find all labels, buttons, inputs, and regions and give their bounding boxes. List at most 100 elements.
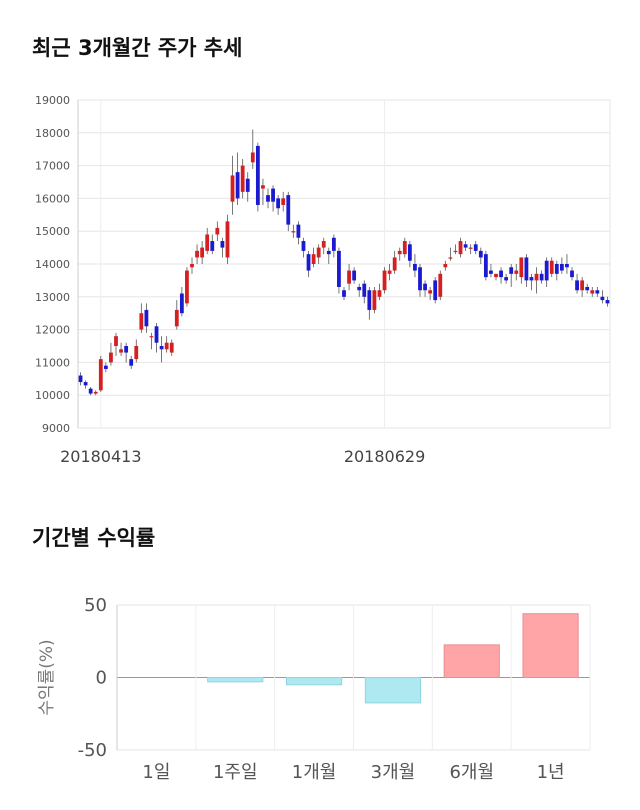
candle-body — [453, 250, 458, 253]
candle-body — [494, 273, 498, 278]
y-tick-label: 10000 — [35, 389, 70, 402]
candle-body — [392, 257, 397, 271]
candle-body — [185, 270, 189, 304]
candle-body — [276, 198, 281, 209]
candle-body — [195, 250, 199, 258]
y-tick-label: 50 — [84, 595, 107, 616]
candle-body — [266, 195, 270, 202]
candle-body — [443, 264, 448, 268]
y-axis: -50 0 50 — [78, 595, 107, 761]
candle-body — [98, 359, 103, 391]
candle-body — [600, 296, 605, 301]
candle-body — [539, 273, 544, 281]
candle-body — [88, 388, 93, 394]
candle-body — [93, 391, 98, 394]
candle-body — [240, 165, 245, 192]
return-bar — [207, 677, 264, 683]
candle-body — [210, 241, 215, 251]
candle-body — [174, 309, 179, 327]
y-tick-label: 9000 — [42, 422, 70, 435]
candle-body — [154, 326, 159, 343]
candle-body — [468, 247, 473, 249]
candle-body — [352, 270, 357, 281]
candle-body — [103, 365, 108, 369]
returns-bar-chart: -50 0 50 1일 1주일 1개월 3개월 6개월 1년 수익률(%) — [37, 595, 591, 783]
candle-body — [179, 293, 184, 314]
return-bar — [364, 677, 422, 704]
candle-body — [235, 172, 240, 199]
candle-body — [255, 145, 260, 205]
candle-body — [549, 260, 554, 274]
candle-body — [402, 241, 407, 255]
candle-body — [489, 270, 493, 274]
candle-body — [448, 257, 453, 259]
candle-body — [321, 241, 326, 248]
candle-body — [134, 346, 139, 360]
candle-body — [590, 290, 595, 294]
candles — [78, 129, 610, 396]
x-tick-label: 1개월 — [292, 762, 337, 783]
candle-body — [78, 375, 83, 383]
candle-body — [397, 250, 402, 255]
candle-body — [109, 352, 113, 363]
y-tick-label: 12000 — [35, 324, 70, 337]
candle-body — [438, 273, 443, 297]
candle-body — [347, 270, 351, 284]
candle-body — [570, 270, 574, 278]
candlestick-chart: 9000 10000 11000 12000 13000 14000 15000 16000 1… — [35, 94, 611, 465]
y-tick-label: 11000 — [35, 356, 70, 369]
bars — [207, 613, 579, 704]
candle-body — [524, 257, 529, 281]
candle-body — [585, 286, 590, 291]
candle-body — [433, 280, 438, 301]
x-tick-label: 6개월 — [449, 762, 494, 783]
candle-body — [377, 290, 382, 297]
candle-body — [311, 254, 316, 264]
candle-body — [169, 342, 174, 353]
return-bar — [522, 613, 579, 678]
y-tick-label: 15000 — [35, 225, 70, 238]
candle-body — [580, 280, 585, 291]
y-tick-label: 18000 — [35, 127, 70, 140]
candle-body — [473, 244, 478, 251]
candle-body — [129, 359, 134, 366]
candle-body — [407, 244, 412, 261]
candle-body — [286, 195, 291, 225]
y-tick-label: 16000 — [35, 192, 70, 205]
candle-body — [387, 270, 392, 274]
candle-body — [205, 234, 210, 251]
candle-body — [164, 342, 169, 350]
y-axis: 9000 10000 11000 12000 13000 14000 15000 16000 1… — [35, 94, 70, 435]
candle-body — [544, 260, 549, 281]
grid — [116, 604, 591, 751]
candle-body — [534, 273, 539, 281]
candle-body — [296, 224, 301, 238]
candle-body — [357, 286, 362, 291]
candle-body — [230, 175, 235, 202]
candle-body — [119, 349, 123, 353]
candle-body — [220, 241, 225, 248]
candle-body — [114, 336, 118, 346]
candle-body — [559, 264, 564, 271]
candle-body — [418, 267, 422, 291]
candle-body — [124, 346, 129, 353]
candle-body — [326, 250, 331, 255]
candle-body — [478, 250, 483, 258]
candle-body — [605, 300, 610, 304]
candle-body — [514, 270, 519, 274]
x-tick-label: 3개월 — [371, 762, 416, 783]
x-axis: 201804132018062920180907 — [60, 447, 425, 465]
candle-body — [271, 188, 275, 202]
candle-body — [316, 247, 321, 258]
candle-body — [139, 313, 144, 330]
candle-body — [504, 277, 509, 281]
candle-body — [306, 254, 311, 271]
candle-body — [144, 309, 149, 327]
candle-body — [281, 198, 286, 205]
x-axis: 1일 1주일 1개월 3개월 6개월 1년 — [142, 762, 564, 783]
candle-body — [483, 254, 488, 278]
candle-body — [291, 231, 296, 233]
candle-body — [372, 290, 377, 310]
candle-body — [367, 290, 372, 310]
candle-body — [423, 283, 427, 291]
